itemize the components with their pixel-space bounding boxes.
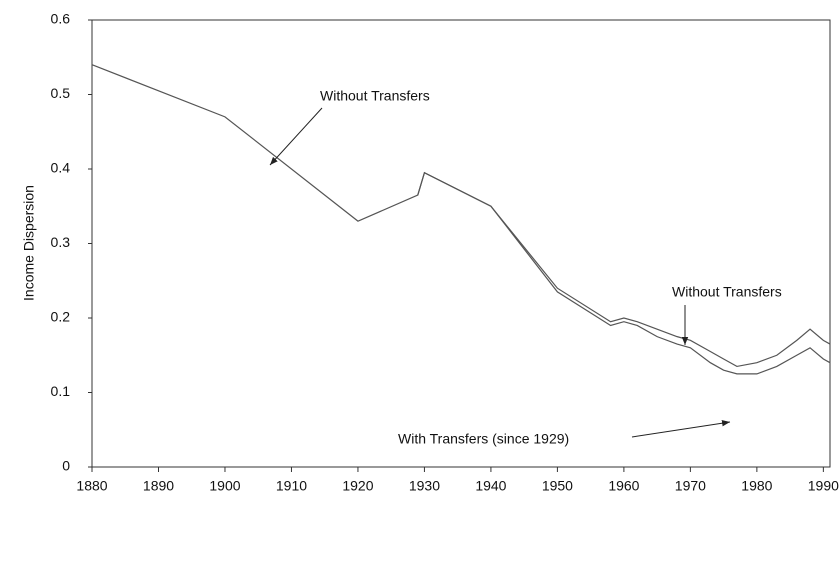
annotation: Without Transfers bbox=[672, 284, 782, 300]
x-tick-label: 1940 bbox=[475, 478, 506, 494]
x-tick-label: 1990 bbox=[808, 478, 839, 494]
annotation-arrow bbox=[631, 420, 731, 438]
y-axis-label: Income Dispersion bbox=[21, 185, 37, 301]
y-tick-label: 0.3 bbox=[51, 234, 71, 250]
annotation-arrow bbox=[269, 107, 323, 166]
x-tick-label: 1880 bbox=[76, 478, 107, 494]
y-tick-label: 0.4 bbox=[51, 160, 71, 176]
x-tick-label: 1920 bbox=[342, 478, 373, 494]
plot-frame bbox=[91, 19, 831, 468]
x-tick-label: 1950 bbox=[542, 478, 573, 494]
y-tick-label: 0.6 bbox=[51, 11, 71, 27]
annotation: With Transfers (since 1929) bbox=[398, 431, 569, 447]
y-tick-label: 0.5 bbox=[51, 85, 71, 101]
y-tick-label: 0.2 bbox=[51, 309, 71, 325]
x-tick-label: 1910 bbox=[276, 478, 307, 494]
x-tick-label: 1890 bbox=[143, 478, 174, 494]
y-tick-label: 0.1 bbox=[51, 383, 71, 399]
x-tick-label: 1960 bbox=[608, 478, 639, 494]
x-tick-label: 1900 bbox=[209, 478, 240, 494]
y-tick-label: 0 bbox=[62, 458, 70, 474]
series-line bbox=[417, 171, 831, 375]
series-line bbox=[91, 64, 831, 368]
x-tick-label: 1970 bbox=[675, 478, 706, 494]
x-tick-label: 1980 bbox=[741, 478, 772, 494]
x-tick-label: 1930 bbox=[409, 478, 440, 494]
annotation: Without Transfers bbox=[320, 88, 430, 104]
